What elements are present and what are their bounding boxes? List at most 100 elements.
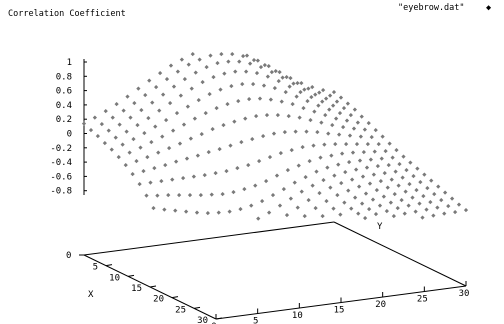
surface-point: ◆ [175,111,180,117]
surface-point: ◆ [181,175,186,181]
surface-point: ◆ [298,89,303,95]
surface-point: ◆ [359,134,364,140]
surface-point: ◆ [183,76,188,82]
surface-point: ◆ [219,51,224,57]
y-tick-label: 5 [253,317,258,324]
y-tick-label: 30 [459,289,470,299]
surface-point: ◆ [201,80,206,86]
surface-point: ◆ [293,180,298,186]
surface-point: ◆ [137,182,142,188]
surface-point: ◆ [158,70,163,76]
surface-point: ◆ [320,213,325,219]
surface-point: ◆ [241,54,246,60]
surface-point: ◆ [310,85,315,91]
surface-point: ◆ [170,177,175,183]
surface-point: ◆ [276,112,281,118]
surface-point: ◆ [207,150,212,156]
surface-point: ◆ [357,184,362,190]
surface-point: ◆ [146,116,151,122]
surface-point: ◆ [340,151,345,157]
surface-point: ◆ [356,120,361,126]
surface-point: ◆ [147,78,152,84]
surface-point: ◆ [259,65,264,71]
surface-point: ◆ [176,69,181,75]
z-tick-label: 0.4 [56,101,72,111]
surface-point: ◆ [191,52,196,58]
surface-point: ◆ [143,93,148,99]
z-tick-label: -0.6 [50,172,72,182]
surface-point: ◆ [232,119,237,125]
surface-point: ◆ [332,89,337,95]
surface-point: ◆ [387,163,392,169]
surface-point: ◆ [82,121,87,127]
surface-point: ◆ [269,97,274,103]
surface-point: ◆ [342,200,347,206]
surface-point: ◆ [353,107,358,113]
surface-point: ◆ [326,131,331,137]
surface-point: ◆ [386,185,391,191]
surface-point: ◆ [289,196,294,202]
y-axis-ticks: 0 5 10 15 20 25 30 [211,281,469,324]
surface-point: ◆ [339,95,344,101]
surface-point: ◆ [457,202,462,208]
surface-point: ◆ [349,206,354,212]
surface-point: ◆ [154,84,159,90]
surface-point: ◆ [424,207,429,213]
legend-symbol: ◆ [486,3,492,13]
surface-point: ◆ [401,154,406,160]
surface-point: ◆ [346,101,351,107]
surface-point: ◆ [299,81,304,87]
z-tick-label: -0.4 [50,158,72,168]
surface-point: ◆ [162,207,167,213]
surface-point: ◆ [330,122,335,128]
surface-point: ◆ [324,96,329,102]
surface-point: ◆ [446,203,451,209]
surface-point: ◆ [220,191,225,197]
surface-point: ◆ [383,170,388,176]
y-tick-label: 20 [375,300,386,310]
surface-point: ◆ [255,71,260,77]
surface-point: ◆ [393,191,398,197]
surface-point: ◆ [198,57,203,63]
surface-point: ◆ [194,70,199,76]
surface-point: ◆ [104,109,109,115]
surface-point: ◆ [436,184,441,190]
surface-point: ◆ [297,163,302,169]
surface-point: ◆ [349,113,354,119]
surface-point: ◆ [435,205,440,211]
surface-point: ◆ [369,157,374,163]
surface-point: ◆ [358,158,363,164]
surface-point: ◆ [390,155,395,161]
surface-point: ◆ [342,106,347,112]
surface-point: ◆ [131,137,136,143]
surface-point: ◆ [199,193,204,199]
surface-point: ◆ [323,113,328,119]
surface-point: ◆ [332,173,337,179]
surface-point: ◆ [343,170,348,176]
surface-point: ◆ [117,154,122,160]
surface-point: ◆ [134,159,139,165]
surface-point: ◆ [278,203,283,209]
surface-point: ◆ [231,190,236,196]
surface-point: ◆ [397,183,402,189]
surface-point: ◆ [177,193,182,199]
surface-point: ◆ [217,146,222,152]
surface-point: ◆ [203,172,208,178]
surface-point: ◆ [225,101,230,107]
surface-point: ◆ [414,187,419,193]
x-tick-label: 15 [131,284,142,294]
x-tick-mark [105,264,113,267]
surface-point: ◆ [190,86,195,92]
surface-point: ◆ [337,132,342,138]
surface-point: ◆ [368,181,373,187]
surface-point: ◆ [373,149,378,155]
surface-point: ◆ [288,75,293,81]
legend-label: "eyebrow.dat" [398,3,465,13]
surface-point: ◆ [270,69,275,75]
surface-point: ◆ [280,99,285,105]
surface-point: ◆ [377,142,382,148]
surface-point: ◆ [142,131,147,137]
surface-point: ◆ [187,62,192,68]
surface-point: ◆ [365,165,370,171]
surface-point: ◆ [238,207,243,213]
